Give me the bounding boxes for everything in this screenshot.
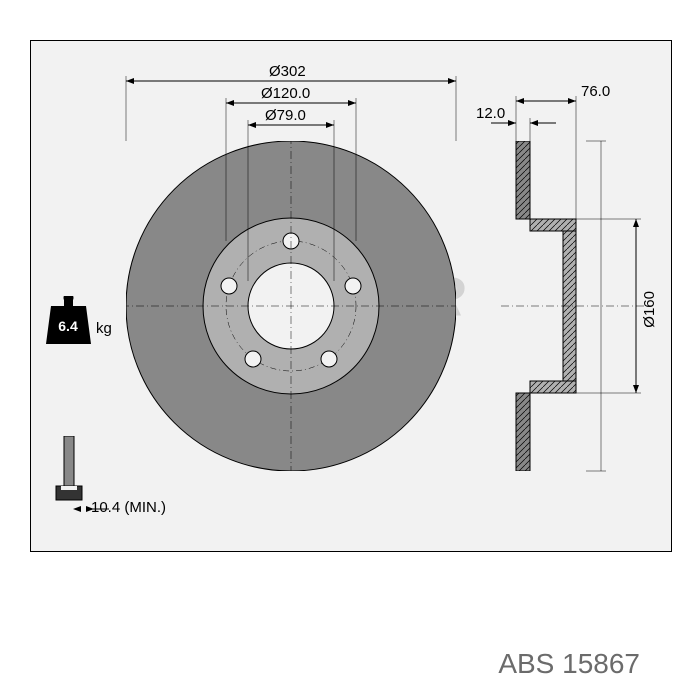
weight-block: 6.4 kg bbox=[46, 296, 91, 351]
product-label: ABS 15867 bbox=[498, 648, 640, 680]
dim-total-depth: 76.0 bbox=[581, 83, 610, 100]
dim-hat-diameter: Ø160 bbox=[641, 291, 658, 328]
dim-thickness: 12.0 bbox=[476, 105, 505, 122]
thickness-gauge-icon bbox=[46, 436, 86, 506]
weight-value: 6.4 bbox=[48, 318, 88, 334]
dim-min-thickness: 10.4 (MIN.) bbox=[91, 499, 166, 516]
product-brand: ABS bbox=[498, 648, 554, 679]
dimension-lines bbox=[31, 41, 671, 551]
product-part-number: 15867 bbox=[562, 648, 640, 679]
dim-bolt-circle: Ø120.0 bbox=[261, 85, 310, 102]
weight-unit: kg bbox=[96, 320, 112, 337]
diagram-container: TEXTAR bbox=[30, 40, 672, 552]
dim-outer-diameter: Ø302 bbox=[269, 63, 306, 80]
dim-center-bore: Ø79.0 bbox=[265, 107, 306, 124]
